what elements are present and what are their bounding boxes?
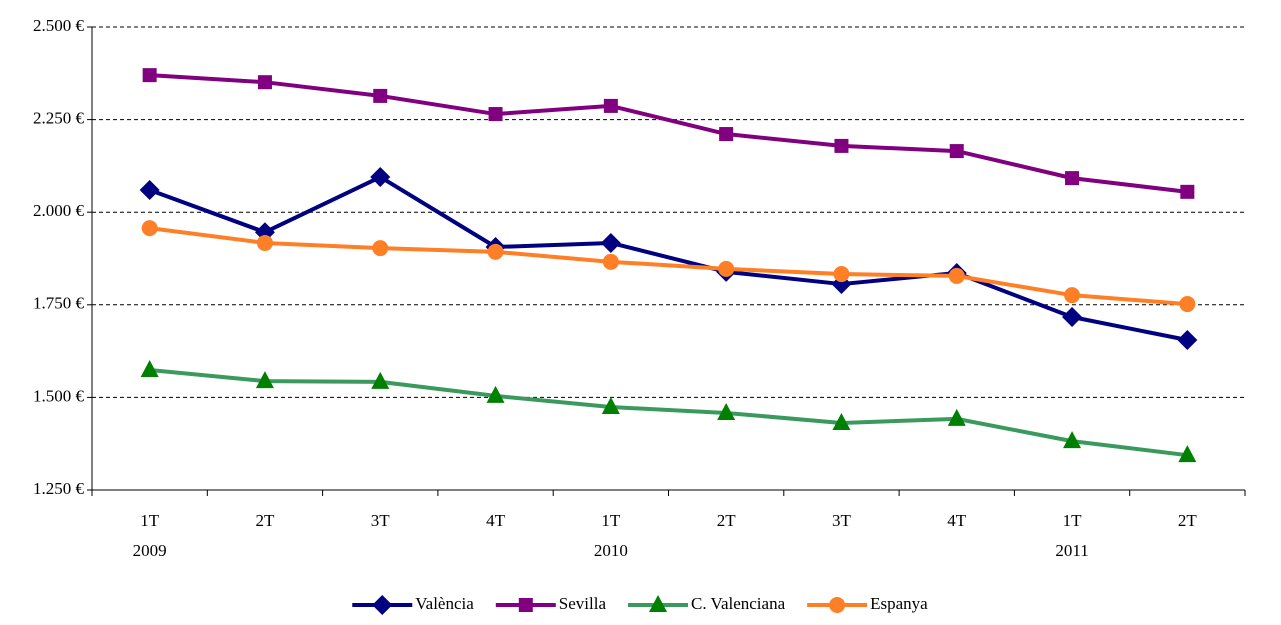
x-group-label: 2009: [133, 541, 167, 560]
data-point: [487, 243, 504, 260]
series-line: [149, 367, 1188, 458]
series-line: [149, 226, 1188, 307]
marker: [829, 597, 846, 613]
data-point: [834, 138, 849, 153]
data-point: [600, 232, 621, 253]
data-point: [1064, 287, 1081, 304]
x-tick-label: 1T: [1063, 511, 1083, 530]
marker: [649, 595, 668, 612]
data-point: [370, 167, 391, 188]
data-point: [142, 68, 157, 83]
legend-label: Espanya: [870, 594, 928, 613]
legend-item: Sevilla: [495, 594, 607, 613]
series-line: [149, 73, 1188, 194]
data-point: [719, 127, 734, 142]
data-point: [948, 267, 965, 284]
x-group-label: 2011: [1055, 541, 1088, 560]
legend-item: València: [352, 594, 474, 615]
data-point: [140, 359, 159, 377]
data-point: [718, 260, 735, 277]
y-tick-label: 1.250 €: [33, 479, 85, 498]
legend-label: València: [415, 594, 474, 613]
data-point: [602, 253, 619, 270]
x-tick-label: 2T: [717, 511, 737, 530]
data-point: [1065, 171, 1080, 186]
data-point: [373, 88, 388, 103]
data-point: [256, 234, 273, 251]
marker: [372, 595, 393, 615]
x-tick-label: 3T: [371, 511, 391, 530]
x-tick-label: 2T: [256, 511, 276, 530]
y-tick-label: 1.500 €: [33, 386, 85, 405]
x-tick-label: 4T: [947, 511, 967, 530]
data-point: [949, 144, 964, 159]
data-point: [371, 371, 390, 389]
legend-label: Sevilla: [559, 594, 607, 613]
marker: [518, 598, 533, 612]
x-group-label: 2010: [594, 541, 628, 560]
data-point: [947, 408, 966, 426]
data-point: [601, 397, 620, 415]
x-tick-label: 1T: [601, 511, 621, 530]
data-point: [1063, 431, 1082, 449]
legend-label: C. Valenciana: [691, 594, 786, 613]
data-point: [488, 107, 503, 122]
data-point: [139, 179, 160, 200]
data-point: [832, 412, 851, 430]
x-tick-label: 2T: [1178, 511, 1198, 530]
y-tick-label: 2.250 €: [33, 109, 85, 128]
series-line: [148, 175, 1188, 342]
data-point: [372, 240, 389, 257]
x-tick-label: 1T: [140, 511, 160, 530]
y-tick-label: 2.000 €: [33, 201, 85, 220]
data-point: [255, 371, 274, 389]
data-point: [603, 98, 618, 113]
data-point: [717, 402, 736, 420]
data-point: [141, 220, 158, 237]
data-point: [1062, 307, 1083, 328]
legend-item: Espanya: [807, 594, 928, 613]
data-point: [833, 266, 850, 283]
legend-item: C. Valenciana: [628, 594, 786, 613]
data-point: [257, 75, 272, 90]
y-tick-label: 2.500 €: [33, 16, 85, 35]
data-point: [486, 385, 505, 403]
data-point: [1178, 445, 1197, 463]
x-tick-label: 4T: [486, 511, 506, 530]
data-point: [1180, 184, 1195, 199]
legend: València Sevilla C. Valenciana Espanya: [352, 594, 928, 615]
x-tick-label: 3T: [832, 511, 852, 530]
data-point: [1177, 329, 1198, 350]
data-point: [1179, 296, 1196, 313]
y-tick-label: 1.750 €: [33, 294, 85, 313]
